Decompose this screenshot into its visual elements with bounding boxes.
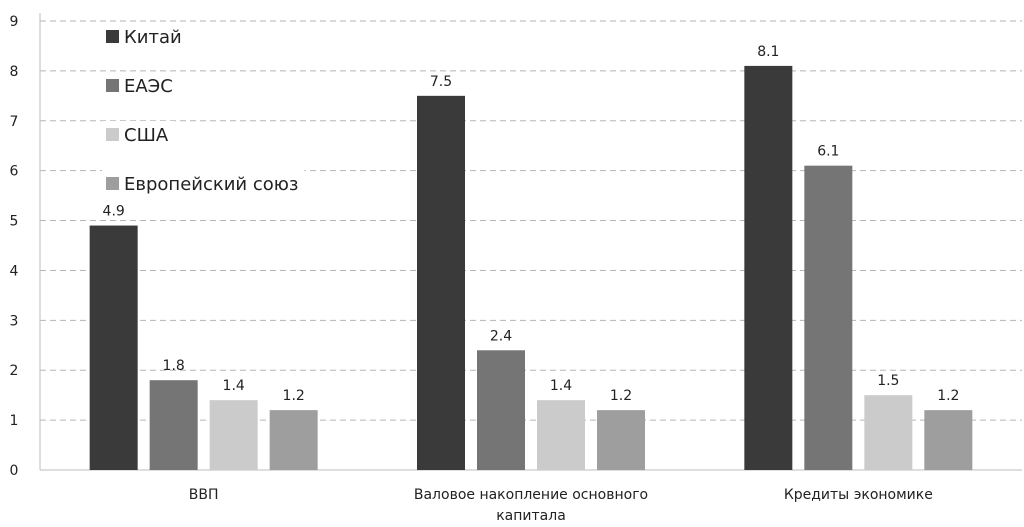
data-label: 7.5 (430, 74, 452, 90)
data-label: 1.5 (877, 373, 899, 389)
bar (597, 410, 645, 470)
y-tick-label: 3 (10, 313, 19, 329)
bar (744, 65, 793, 471)
legend-label: ЕАЭС (124, 76, 173, 97)
legend-swatch (106, 79, 119, 92)
axes: 0 1 2 3 4 5 6 7 8 9 (10, 13, 1022, 479)
y-tick-label: 1 (10, 413, 19, 429)
category-labels: ВВП Валовое накопление основного капитала К… (189, 487, 933, 524)
legend-swatch (106, 128, 119, 141)
y-tick-label: 8 (10, 64, 19, 80)
y-tick-label: 9 (10, 14, 19, 30)
data-labels: 4.9 1.8 1.4 1.2 7.5 2.4 1.4 1.2 8.1 6.1 1.5 1.2 (103, 44, 960, 404)
data-label: 1.4 (550, 378, 572, 394)
bar (477, 350, 525, 470)
bars (89, 65, 973, 471)
legend-label: Европейский союз (124, 174, 298, 195)
data-label: 1.4 (223, 378, 245, 394)
y-tick-label: 2 (10, 363, 19, 379)
data-label: 2.4 (490, 328, 512, 344)
data-label: 4.9 (103, 204, 125, 220)
data-label: 1.2 (283, 388, 305, 404)
bar (864, 395, 913, 470)
category-label: ВВП (189, 487, 219, 503)
data-label: 1.2 (937, 388, 959, 404)
data-label: 1.2 (610, 388, 632, 404)
legend-label: США (124, 125, 169, 146)
bar (804, 165, 853, 470)
data-label: 6.1 (817, 144, 839, 160)
y-tick-label: 0 (10, 463, 19, 479)
legend-item-bg (102, 170, 305, 198)
bar (924, 410, 973, 470)
legend-swatch (106, 30, 119, 43)
y-tick-label: 6 (10, 164, 19, 180)
legend-swatch (106, 177, 119, 190)
bar (89, 225, 138, 470)
y-tick-label: 5 (10, 214, 19, 230)
y-tick-label: 4 (10, 263, 19, 279)
category-label: Кредиты экономике (784, 487, 933, 503)
bar (149, 380, 198, 470)
bar (269, 410, 318, 470)
bar (417, 95, 465, 470)
gridlines (40, 20, 1022, 421)
bar (209, 400, 258, 470)
data-label: 1.8 (163, 358, 185, 374)
legend-label: Китай (124, 27, 182, 48)
category-label: капитала (496, 508, 566, 524)
bar (537, 400, 585, 470)
legend: Китай ЕАЭС США Европейский союз (102, 23, 305, 198)
y-tick-label: 7 (10, 114, 19, 130)
data-label: 8.1 (757, 44, 779, 60)
category-label: Валовое накопление основного (414, 487, 648, 503)
